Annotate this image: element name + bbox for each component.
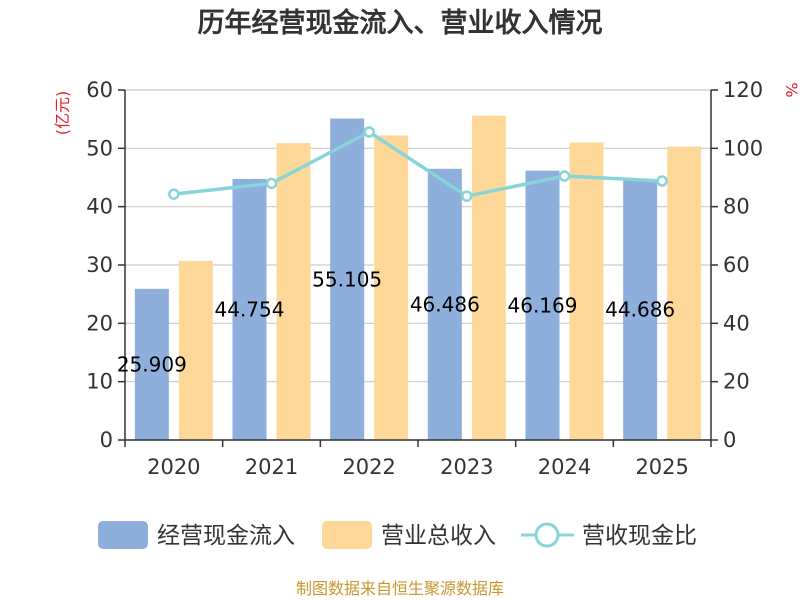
y-right-axis-label: %: [782, 82, 800, 97]
ratio-point: [558, 170, 571, 182]
y-left-tick-label: 20: [86, 311, 113, 335]
bar-revenue: [471, 115, 506, 441]
chart-title: 历年经营现金流入、营业收入情况: [198, 7, 603, 39]
y-left-tick-label: 30: [86, 253, 113, 277]
bar-cash-inflow: [232, 178, 267, 440]
y-right-tick-label: 60: [723, 253, 750, 277]
x-tick-label: 2025: [635, 455, 688, 479]
bar-cash-inflow: [525, 170, 560, 440]
bar-cash-inflow: [134, 288, 169, 440]
bar-revenue: [178, 260, 213, 440]
gridlines: [125, 89, 711, 441]
bar-cash-inflow: [330, 118, 365, 440]
y-left-tick-label: 10: [86, 370, 113, 394]
data-label-cash-inflow: 46.486: [410, 292, 480, 316]
y-right-tick-label: 20: [723, 370, 750, 394]
x-tick-label: 2021: [245, 455, 298, 479]
legend-label-revenue[interactable]: 营业总收入: [381, 523, 496, 549]
ratio-point: [656, 175, 668, 187]
legend-swatch-revenue[interactable]: [322, 521, 372, 549]
legend-label-cash-inflow[interactable]: 经营现金流入: [157, 523, 295, 549]
ratio-line: [173, 129, 663, 199]
y-right-tick-label: 0: [723, 428, 736, 452]
y-left-tick-label: 40: [86, 195, 113, 219]
legend-swatch-cash-inflow[interactable]: [98, 521, 148, 549]
bar-marks: [134, 115, 702, 441]
legend: 经营现金流入 营业总收入 营收现金比: [98, 521, 697, 549]
data-label-cash-inflow: 44.686: [605, 298, 675, 322]
x-tick-label: 2024: [538, 455, 591, 479]
ratio-point: [363, 126, 375, 138]
data-labels: 25.909 44.754 55.105 46.486 46.169 44.686: [117, 267, 675, 376]
x-tick-label: 2022: [342, 455, 395, 479]
y-left-axis-label: (亿元): [53, 91, 72, 136]
legend-label-ratio[interactable]: 营收现金比: [582, 523, 697, 549]
line-series: [168, 126, 668, 202]
y-right-tick-label: 100: [723, 136, 763, 160]
data-label-cash-inflow: 46.169: [508, 293, 578, 317]
ratio-point: [265, 177, 278, 190]
y-left-tick-label: 50: [86, 136, 113, 160]
ratio-point: [461, 190, 473, 202]
bar-revenue: [569, 142, 604, 440]
y-right-tick-label: 120: [723, 78, 763, 102]
x-tick-label: 2020: [147, 455, 200, 479]
y-left-tick-label: 60: [86, 78, 113, 102]
y-right-tick-label: 80: [723, 195, 750, 219]
bar-cash-inflow: [427, 168, 462, 440]
y-left-tick-label: 0: [100, 428, 113, 452]
bar-revenue: [374, 135, 409, 440]
ratio-point: [168, 188, 180, 200]
bar-cash-inflow: [623, 179, 658, 440]
axes: 0 10 20 30 40 50 60 0 20 40 60 80 100 120 2020 2021 2022…: [86, 78, 763, 479]
x-tick-label: 2023: [440, 455, 493, 479]
data-label-cash-inflow: 55.105: [312, 267, 382, 291]
source-note: 制图数据来自恒生聚源数据库: [296, 579, 504, 598]
bar-revenue: [276, 143, 311, 441]
bar-revenue: [667, 146, 702, 441]
y-right-tick-label: 40: [723, 311, 750, 335]
data-label-cash-inflow: 44.754: [215, 297, 285, 321]
data-label-cash-inflow: 25.909: [117, 352, 187, 376]
legend-swatch-ratio-marker[interactable]: [534, 522, 560, 548]
